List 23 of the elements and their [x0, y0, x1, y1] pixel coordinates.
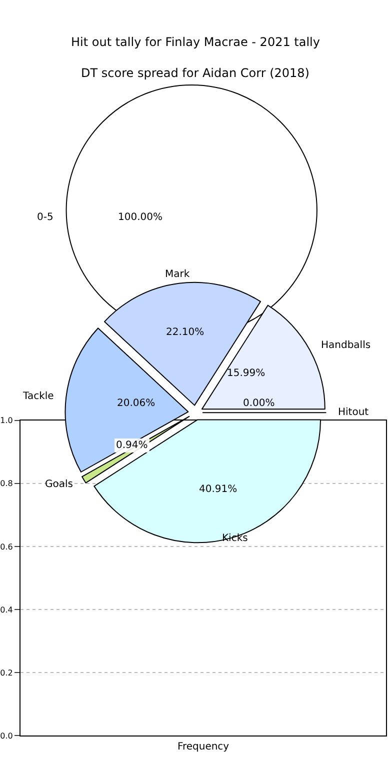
data-label: 22.10% [166, 327, 204, 338]
data-label: 0.94% [116, 440, 148, 451]
category-label: Hitout [338, 407, 369, 418]
slice-label: Mark [165, 269, 190, 280]
y-tick-label: 0.6 [0, 542, 13, 552]
slice-label: Handballs [321, 340, 371, 351]
data-label: 15.99% [227, 368, 266, 379]
data-label: 100.00% [118, 212, 162, 223]
y-tick-label: 0.4 [0, 605, 13, 614]
y-tick-label: 0.2 [0, 668, 13, 678]
chart-title: DT score spread for Aidan Corr (2018) [81, 66, 310, 80]
data-label: 40.91% [199, 484, 238, 495]
slice-label: 0-5 [37, 212, 54, 223]
slice-label: Kicks [222, 533, 248, 544]
text: 0.00% [243, 398, 275, 409]
y-tick-label: 1.0 [0, 416, 13, 426]
y-tick-label: 0.0 [0, 731, 13, 740]
slice-label: Goals [45, 479, 73, 490]
y-tick-label: 0.8 [0, 479, 13, 488]
chart-title: Hit out tally for Finlay Macrae - 2021 tally [71, 35, 320, 49]
slice-label: Tackle [22, 391, 54, 402]
x-axis-title: Frequency [177, 742, 230, 753]
data-label: 20.06% [117, 398, 156, 409]
